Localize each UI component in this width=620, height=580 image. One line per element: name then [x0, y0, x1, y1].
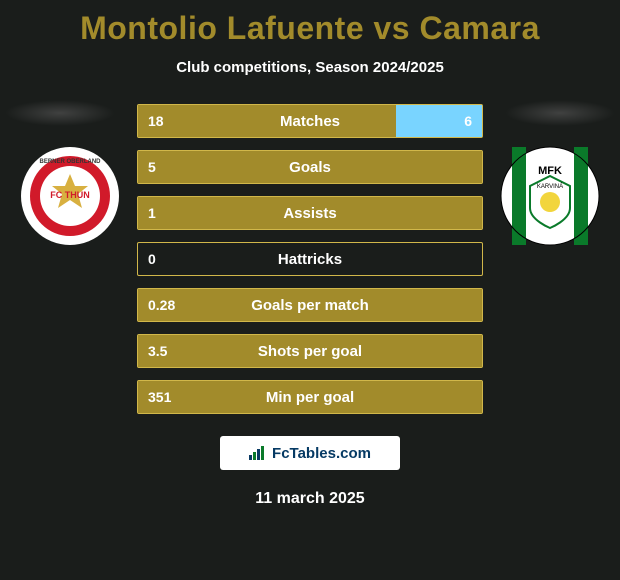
svg-text:BERNER OBERLAND: BERNER OBERLAND [39, 159, 101, 165]
svg-text:FC THUN: FC THUN [50, 190, 90, 200]
stat-label: Assists [202, 205, 418, 222]
stat-value-left: 0 [138, 251, 202, 267]
branding-badge[interactable]: FcTables.com [220, 436, 400, 470]
club-crest-left: BERNER OBERLAND FC THUN [20, 146, 120, 246]
bars-chart-icon [249, 446, 267, 460]
stat-row: 5Goals [137, 150, 483, 184]
stat-rows: 18Matches65Goals1Assists0Hattricks0.28Go… [137, 104, 483, 414]
stat-row: 18Matches6 [137, 104, 483, 138]
stat-row: 0Hattricks [137, 242, 483, 276]
stat-value-left: 0.28 [138, 297, 202, 313]
stat-label: Goals per match [202, 297, 418, 314]
stat-value-right: 6 [418, 113, 482, 129]
comparison-content: BERNER OBERLAND FC THUN MFK KARVINÁ 18Ma… [0, 104, 620, 414]
branding-text: FcTables.com [272, 445, 371, 462]
stat-label: Min per goal [202, 389, 418, 406]
stat-label: Shots per goal [202, 343, 418, 360]
stat-value-left: 18 [138, 113, 202, 129]
stat-value-left: 5 [138, 159, 202, 175]
stat-value-left: 351 [138, 389, 202, 405]
stat-value-left: 3.5 [138, 343, 202, 359]
stat-label: Hattricks [202, 251, 418, 268]
stat-value-left: 1 [138, 205, 202, 221]
stat-label: Goals [202, 159, 418, 176]
club-crest-right: MFK KARVINÁ [500, 146, 600, 246]
stat-row: 3.5Shots per goal [137, 334, 483, 368]
comparison-title: Montolio Lafuente vs Camara [0, 0, 620, 47]
shadow-left [5, 100, 115, 126]
season-subtitle: Club competitions, Season 2024/2025 [0, 59, 620, 76]
fc-thun-logo-icon: BERNER OBERLAND FC THUN [20, 146, 120, 246]
stat-label: Matches [202, 113, 418, 130]
stat-row: 0.28Goals per match [137, 288, 483, 322]
stat-row: 1Assists [137, 196, 483, 230]
stat-row: 351Min per goal [137, 380, 483, 414]
snapshot-date: 11 march 2025 [0, 490, 620, 508]
svg-text:MFK: MFK [538, 165, 562, 177]
svg-text:KARVINÁ: KARVINÁ [537, 183, 563, 190]
shadow-right [505, 100, 615, 126]
mfk-karvina-logo-icon: MFK KARVINÁ [500, 146, 600, 246]
